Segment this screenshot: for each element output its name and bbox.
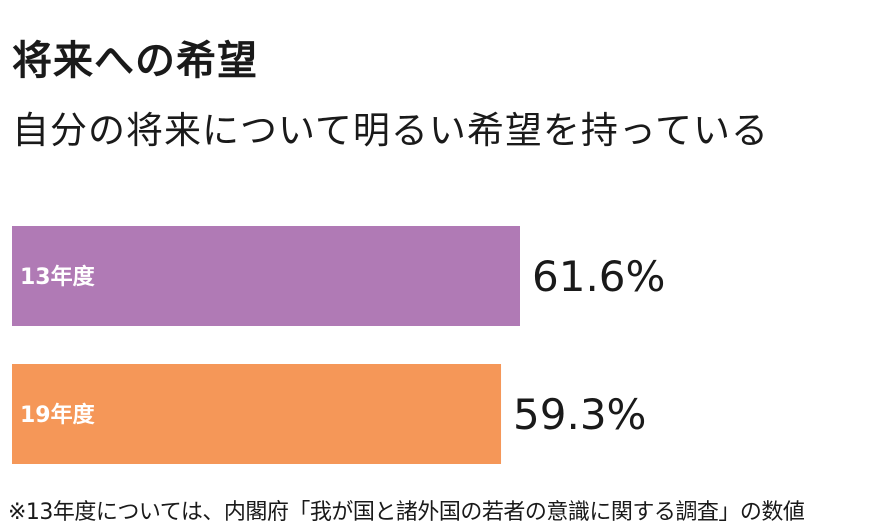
bar-category-label: 13年度 <box>20 264 96 290</box>
bar-value-label: 59.3% <box>513 390 646 439</box>
bar-1 <box>12 226 520 326</box>
footnote: ※13年度については、内閣府「我が国と諸外国の若者の意識に関する調査」の数値 <box>8 500 805 525</box>
bar-category-label: 19年度 <box>20 402 96 428</box>
bar-2 <box>12 364 502 464</box>
bar-value-label: 61.6% <box>532 252 665 301</box>
chart-title: 将来への希望 <box>12 38 258 84</box>
chart-subtitle: 自分の将来について明るい希望を持っている <box>12 109 770 152</box>
